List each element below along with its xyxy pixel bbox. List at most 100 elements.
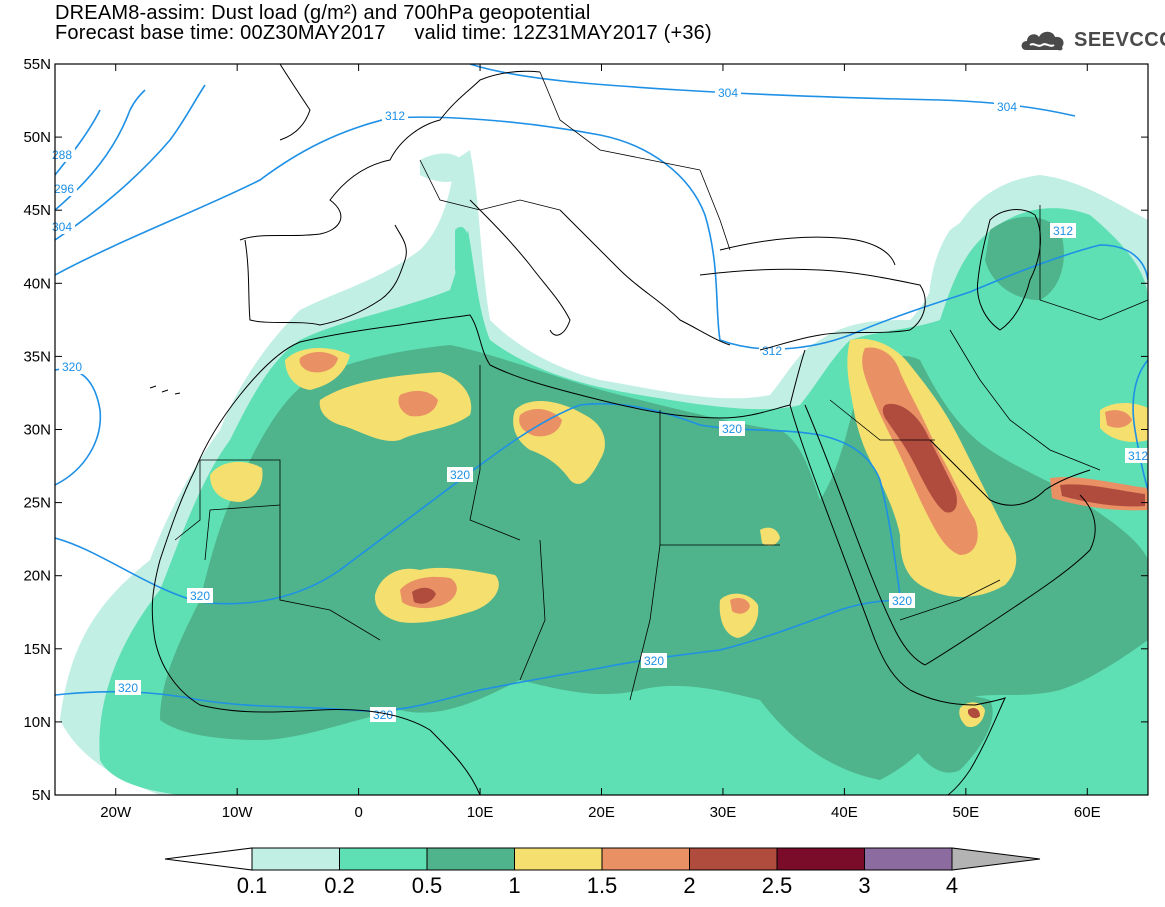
turkey-coastline	[699, 268, 926, 351]
svg-text:304: 304	[52, 220, 72, 234]
colorbar-segment	[864, 847, 953, 871]
contour-label: 320	[370, 707, 396, 722]
lon-tick-label: 30E	[710, 804, 737, 821]
contour-label: 312	[1050, 223, 1076, 238]
contour-320-sahara	[55, 402, 901, 605]
contour-320-atlantic	[55, 368, 102, 486]
lon-tick-label: 60E	[1074, 804, 1101, 821]
dust-band-1.5-chad	[730, 598, 750, 614]
lon-tick-label: 10E	[467, 804, 494, 821]
contour-label: 320	[59, 359, 85, 374]
contour-label: 296	[51, 181, 77, 196]
contour-296	[55, 89, 146, 211]
colorbar-label: 0.1	[237, 873, 268, 898]
contour-label: 312	[1125, 448, 1151, 463]
longitude-axis: 20W 10W 0 10E 20E 30E 40E 50E 60E	[100, 64, 1101, 821]
svg-text:320: 320	[373, 708, 393, 722]
contour-288	[55, 109, 101, 176]
persian-gulf-coastline	[929, 439, 1091, 506]
border-central-asia	[1039, 205, 1148, 321]
svg-text:312: 312	[385, 109, 405, 123]
svg-text:320: 320	[190, 589, 210, 603]
contour-label: 288	[49, 147, 75, 162]
dust-load-field	[60, 150, 1148, 795]
contour-320-south	[55, 599, 911, 712]
border-chad-sudan	[629, 544, 661, 701]
lat-tick-label: 20N	[23, 568, 51, 585]
contour-label: 320	[719, 421, 745, 436]
contour-label: 312	[759, 343, 785, 358]
contour-label: 304	[994, 99, 1020, 114]
italy-coastline	[469, 199, 571, 336]
border-mali-niger	[279, 505, 381, 641]
lon-tick-label: 20E	[588, 804, 615, 821]
svg-text:296: 296	[54, 182, 74, 196]
canary-islands	[149, 385, 181, 395]
svg-text:320: 320	[892, 594, 912, 608]
contour-312-west	[55, 116, 1148, 350]
svg-text:304: 304	[718, 86, 738, 100]
border-saharan-west	[174, 460, 201, 541]
dust-band-2-gulf	[1060, 484, 1145, 507]
svg-text:320: 320	[450, 468, 470, 482]
svg-text:312: 312	[1128, 449, 1148, 463]
colorbar-segment	[601, 847, 690, 871]
border-niger-chad	[519, 539, 546, 681]
levant-coastline	[789, 349, 806, 406]
black-sea-coastline	[719, 236, 896, 266]
border-europe-3	[699, 169, 731, 251]
contour-304-west	[55, 84, 206, 241]
europe-coastline	[239, 70, 541, 241]
lat-tick-label: 35N	[23, 348, 51, 365]
border-iran	[949, 329, 1101, 471]
colorbar-segment	[689, 847, 778, 871]
dust-band-1.5-atlas	[398, 390, 438, 417]
cloud-logo-icon	[1021, 31, 1064, 51]
logo-text: SEEVCCC	[1074, 28, 1165, 51]
dust-band-2-niger	[412, 587, 436, 604]
border-mauritania	[200, 459, 281, 561]
lat-tick-label: 5N	[32, 787, 51, 804]
balkans-coastline	[559, 209, 731, 346]
contour-label: 312	[382, 108, 408, 123]
contour-labels: 304 304 312 288 296 304 312 312 320 320 320 320 320 3…	[49, 85, 1151, 722]
contour-320-east	[1132, 359, 1148, 491]
colorbar-segment	[426, 847, 515, 871]
border-europe-2	[539, 71, 701, 171]
svg-text:320: 320	[722, 422, 742, 436]
contour-label: 304	[49, 219, 75, 234]
seevccc-logo: SEEVCCC	[1018, 22, 1165, 58]
contour-label: 320	[115, 680, 141, 695]
red-sea-coastline-east	[804, 404, 926, 666]
lat-tick-label: 40N	[23, 275, 51, 292]
dust-band-0.5-caspian	[985, 216, 1064, 300]
lat-tick-label: 45N	[23, 202, 51, 219]
border-europe-1	[419, 159, 561, 211]
colorbar-label: 1.5	[587, 873, 618, 898]
dust-band-2-iraq	[882, 403, 957, 513]
svg-text:320: 320	[118, 681, 138, 695]
colorbar-label: 0.5	[412, 873, 443, 898]
border-saudi-yemen	[899, 579, 1001, 621]
lon-tick-label: 50E	[952, 804, 979, 821]
dust-band-1.5-libya	[519, 408, 562, 437]
dust-band-0.1-north	[420, 153, 470, 182]
dust-band-1-mauritania	[210, 461, 263, 502]
svg-text:320: 320	[644, 654, 664, 668]
dust-band-1-atlas	[319, 372, 472, 442]
svg-text:304: 304	[997, 100, 1017, 114]
colorbar-label: 2.5	[762, 873, 793, 898]
lon-tick-label: 40E	[831, 804, 858, 821]
colorbar-label: 3	[858, 873, 870, 898]
colorbar-segment	[251, 847, 340, 871]
colorbar-segment	[776, 847, 865, 871]
coastlines	[149, 64, 1096, 795]
svg-text:320: 320	[62, 360, 82, 374]
arabia-south-coastline	[924, 494, 1096, 666]
svg-text:312: 312	[1053, 224, 1073, 238]
contour-label: 320	[187, 588, 213, 603]
lon-tick-label: 10W	[222, 804, 254, 821]
red-sea-coastline-west	[789, 404, 911, 691]
contour-label: 320	[889, 593, 915, 608]
